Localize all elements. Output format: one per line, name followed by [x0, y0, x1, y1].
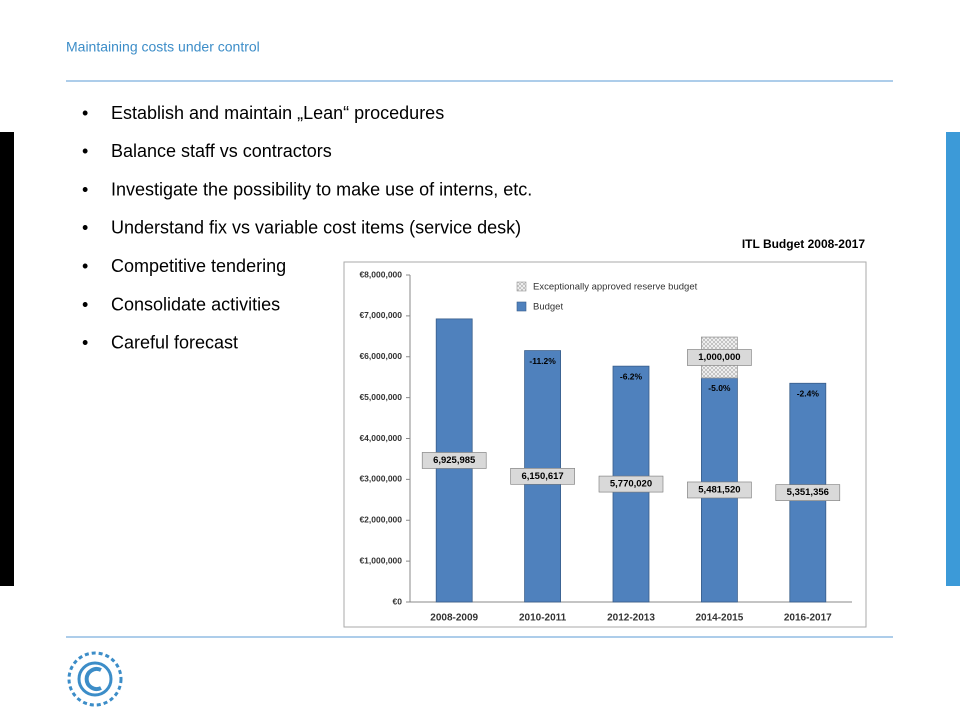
change-label: -11.2% — [529, 356, 556, 366]
bullet-text: Careful forecast — [111, 333, 238, 353]
value-label-box — [421, 452, 487, 469]
value-label-box — [775, 484, 841, 501]
y-tick-label: €6,000,000 — [359, 351, 402, 361]
change-label: -2.4% — [797, 389, 820, 399]
left-bar — [0, 132, 14, 586]
chart-frame — [343, 261, 867, 628]
value-label-box — [687, 349, 752, 366]
logo — [67, 651, 123, 707]
value-label-box — [598, 475, 664, 493]
x-tick-label: 2014-2015 — [695, 613, 743, 624]
legend-swatch — [516, 281, 527, 292]
bullet-dot: • — [82, 256, 88, 276]
value-label-box — [510, 467, 575, 485]
chart-title: ITL Budget 2008-2017 — [742, 237, 865, 251]
y-tick-label: €7,000,000 — [359, 310, 402, 320]
value-label: 6,925,985 — [433, 455, 476, 466]
x-tick-label: 2008-2009 — [430, 613, 478, 624]
y-tick-label: €1,000,000 — [359, 555, 402, 565]
change-label: -5.0% — [708, 383, 731, 393]
value-label: 5,770,020 — [610, 479, 652, 490]
value-label-box — [687, 481, 752, 499]
bullet-text: Consolidate activities — [111, 294, 280, 314]
bullet-dot: • — [82, 294, 88, 314]
y-tick-label: €3,000,000 — [359, 474, 402, 484]
legend-swatch — [516, 301, 527, 312]
slide-title: Maintaining costs under control — [66, 39, 260, 55]
y-tick-label: €4,000,000 — [359, 433, 402, 443]
legend-label: Budget — [533, 302, 563, 313]
change-label: -6.2% — [620, 371, 643, 381]
bullet-text: Competitive tendering — [111, 256, 286, 276]
value-label: 1,000,000 — [698, 352, 740, 363]
bullet-text: Establish and maintain „Lean“ procedures — [111, 103, 444, 123]
bullet-dot: • — [82, 103, 88, 123]
bullet-dot: • — [82, 141, 88, 161]
y-tick-label: €0 — [393, 596, 403, 606]
bullet-text: Balance staff vs contractors — [111, 141, 332, 161]
x-tick-label: 2012-2013 — [607, 613, 655, 624]
bullet-dot: • — [82, 179, 88, 199]
right-bar — [946, 132, 960, 586]
bullet-dot: • — [82, 333, 88, 353]
bullet-text: Understand fix vs variable cost items (s… — [111, 218, 521, 238]
y-tick-label: €2,000,000 — [359, 515, 402, 525]
y-tick-label: €5,000,000 — [359, 392, 402, 402]
x-tick-label: 2010-2011 — [519, 613, 567, 624]
y-tick-label: €8,000,000 — [359, 269, 402, 279]
value-label: 5,351,356 — [787, 487, 829, 498]
legend-label: Exceptionally approved reserve budget — [533, 282, 698, 293]
x-tick-label: 2016-2017 — [784, 613, 832, 624]
value-label: 6,150,617 — [521, 471, 563, 482]
bullet-text: Investigate the possibility to make use … — [111, 179, 532, 199]
bullet-dot: • — [82, 218, 88, 238]
value-label: 5,481,520 — [698, 484, 740, 495]
